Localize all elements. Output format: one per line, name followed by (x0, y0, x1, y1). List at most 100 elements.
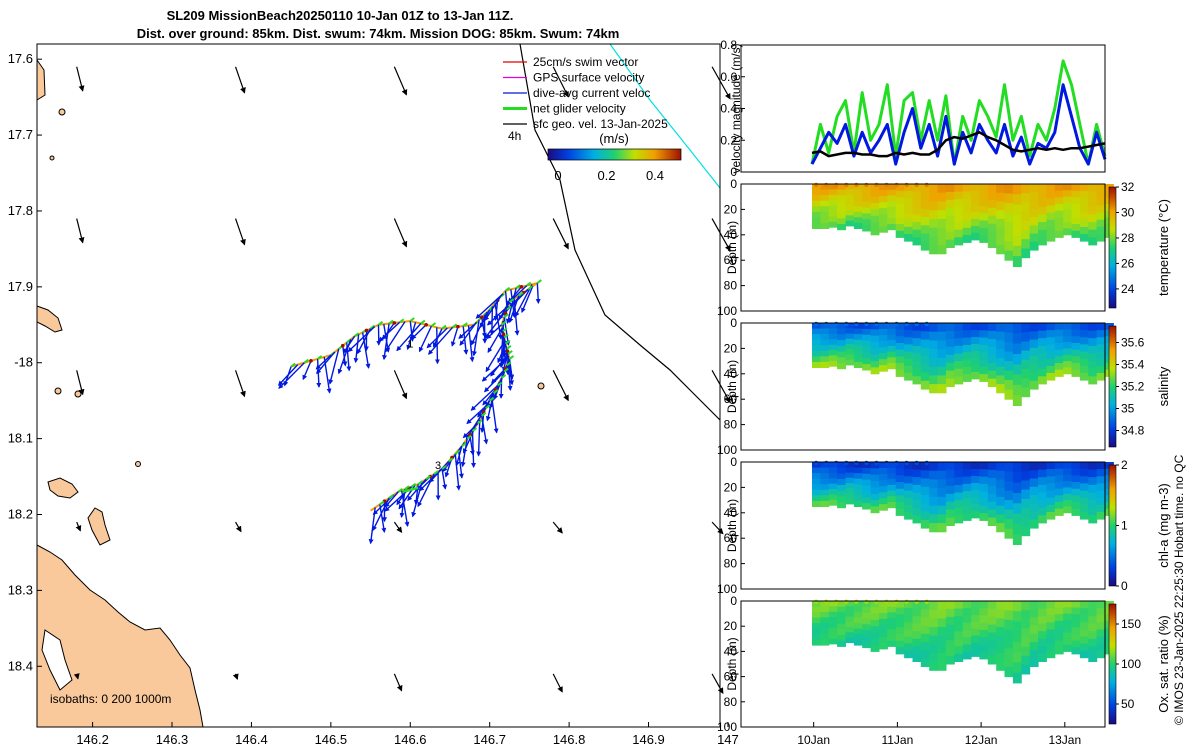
section-cell (845, 627, 855, 633)
section-cell (1046, 476, 1056, 484)
section-cell (937, 357, 947, 368)
section-cell (971, 364, 980, 373)
section-cell (1021, 646, 1031, 657)
surface-marker (914, 182, 919, 188)
section-cell (1029, 642, 1039, 651)
land-islet-1 (58, 108, 66, 116)
geo-velocity-arrow (76, 66, 85, 92)
section-cell (862, 467, 872, 475)
section-cell (1096, 351, 1106, 360)
section-cell (845, 601, 855, 607)
current-vector (481, 355, 510, 382)
section-cell (1004, 212, 1014, 223)
surface-marker (834, 460, 839, 466)
section-cell (962, 644, 972, 653)
section-cell (1046, 330, 1056, 338)
net-velocity-vector (461, 442, 467, 448)
section-cell (1004, 241, 1014, 252)
section-cell (828, 211, 838, 217)
section-cell (971, 469, 980, 477)
section-cell (812, 478, 821, 485)
section-cell (820, 500, 830, 507)
current-vector (378, 321, 401, 342)
section-cell (937, 184, 947, 194)
current-vector (482, 388, 497, 406)
geostrophic-arrows (73, 66, 731, 694)
section-cell (837, 206, 846, 214)
section-cell (812, 617, 821, 624)
current-vector (484, 371, 505, 393)
section-cell (1071, 620, 1081, 628)
current-vector (486, 324, 503, 340)
net-velocity-vector (420, 319, 426, 325)
section-cell (1096, 608, 1106, 616)
section-cell (962, 622, 972, 631)
section-cell (1021, 193, 1031, 203)
section-cell (1063, 190, 1072, 198)
net-velocity-vector (503, 367, 509, 373)
legend-sub-label: 4h (508, 129, 521, 143)
section-cell (937, 514, 947, 524)
section-cell (1054, 323, 1064, 331)
section-cell (929, 462, 939, 472)
geo-velocity-arrow (711, 521, 724, 535)
time-axis: 10Jan 11Jan 12Jan 13Jan (797, 722, 1081, 747)
section-cell (971, 184, 980, 192)
section-cell (996, 523, 1006, 533)
section-cell (979, 462, 989, 470)
section-cell (1038, 608, 1047, 617)
section-cell (1029, 200, 1039, 210)
section-cell (1096, 358, 1106, 367)
current-vector (471, 431, 477, 469)
section-cell (987, 509, 997, 518)
section-cell (887, 640, 897, 647)
section-cell (862, 213, 872, 220)
section-cell (1054, 502, 1064, 510)
section-cell (1004, 323, 1014, 333)
section-cell (837, 224, 846, 231)
section-cell (1038, 184, 1047, 193)
net-velocity-vector (506, 361, 512, 367)
section-cell (887, 218, 897, 225)
section-cell (1038, 646, 1047, 655)
section-cell (945, 493, 955, 503)
section-cell (879, 624, 888, 632)
section-cell (895, 230, 905, 238)
section-cell (812, 484, 821, 491)
colorbar-tick-label: 26 (1121, 256, 1135, 270)
panel-frame (740, 322, 1106, 451)
section-cell (1021, 517, 1031, 527)
current-vector (486, 305, 509, 326)
section-cell (1046, 226, 1056, 235)
section-cell (1071, 475, 1081, 483)
section-cell (912, 492, 922, 501)
section-cell (1046, 184, 1056, 192)
section-cell (1029, 601, 1039, 610)
section-cell (1012, 235, 1022, 247)
section-cell (1046, 622, 1056, 630)
section-cell (987, 354, 997, 364)
section-cell (870, 329, 880, 337)
section-cell (870, 506, 880, 514)
section-cell (1063, 619, 1072, 627)
section-cell (954, 631, 964, 640)
map-panel: 13 146.2 146.3 146.4 146.5 146.6 146.7 146.8 14… (8, 43, 739, 747)
section-cell (837, 340, 846, 347)
section-cell (1021, 601, 1031, 611)
section-cell (962, 462, 972, 470)
section-cell (1038, 638, 1047, 647)
section-cell (1004, 629, 1014, 640)
section-cell (1096, 497, 1106, 506)
series-line-dive-avg-current-veloc (810, 83, 1107, 166)
section-cell (1079, 497, 1089, 506)
section-cell (853, 361, 863, 368)
section-cell (1046, 601, 1056, 609)
section-cell (870, 190, 880, 198)
section-cell (812, 628, 821, 635)
section-cell (870, 493, 880, 501)
section-cell (845, 338, 855, 345)
section-cell (912, 507, 922, 516)
section-cell (828, 462, 838, 468)
section-cell (828, 216, 838, 223)
section-cell (1012, 642, 1022, 653)
